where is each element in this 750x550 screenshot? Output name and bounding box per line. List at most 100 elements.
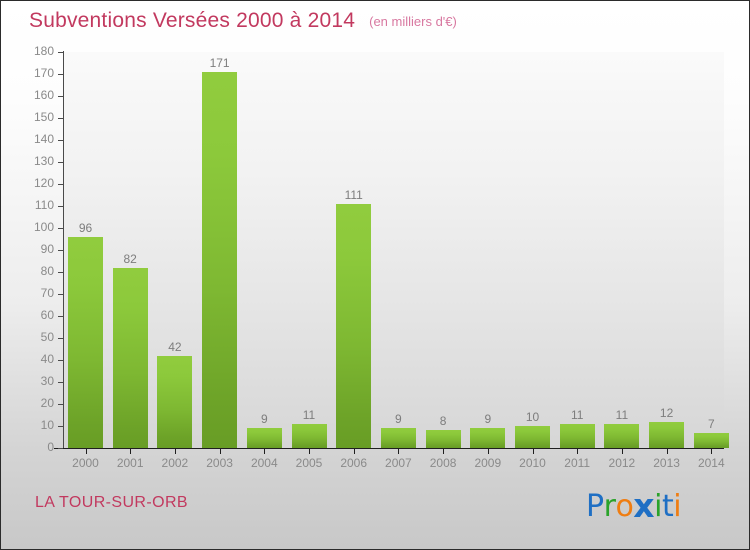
- bar-value-label: 9: [484, 412, 492, 427]
- bar-group: 11: [291, 408, 327, 448]
- bar-group: 7: [693, 417, 729, 448]
- bar-group: 9: [380, 412, 416, 448]
- bar[interactable]: [604, 423, 640, 448]
- bar-group: 9: [246, 412, 282, 448]
- y-axis-tick-label: 0: [47, 440, 54, 454]
- y-axis-tick-mark: [58, 360, 63, 361]
- bar[interactable]: [649, 421, 685, 448]
- x-axis-tick-mark: [443, 449, 445, 454]
- bar-value-label: 11: [615, 407, 629, 422]
- y-axis-tick-label: 90: [40, 242, 54, 256]
- y-axis-tick-label: 60: [40, 308, 54, 322]
- x-axis-tick-mark: [398, 449, 400, 454]
- y-axis-tick-mark: [58, 118, 63, 119]
- chart-plot-wrapper: 180 170 160 150 140 130 120 110 100 90 80 70 60 50 40 3…: [1, 44, 749, 470]
- bar[interactable]: [425, 430, 461, 448]
- x-axis-tick-label: 2000: [72, 456, 99, 470]
- y-axis-tick: 160: [1, 88, 63, 102]
- bar[interactable]: [515, 426, 550, 448]
- bar[interactable]: [336, 203, 372, 448]
- y-axis-tick: 0: [1, 440, 63, 454]
- bar[interactable]: [68, 236, 103, 448]
- bar[interactable]: [291, 423, 327, 448]
- x-axis-tick-label: 2008: [429, 456, 457, 470]
- x-axis-tick-label: 2013: [653, 456, 680, 470]
- y-axis-tick-mark: [58, 294, 63, 295]
- x-axis-tick-mark: [577, 449, 579, 454]
- logo-letter-r: r: [603, 489, 616, 524]
- y-axis-tick-mark: [58, 228, 63, 229]
- x-axis-tick-label: 2004: [250, 456, 278, 470]
- y-axis-tick: 10: [1, 418, 63, 432]
- y-axis-tick: 50: [1, 330, 63, 344]
- logo-letter-o: o: [615, 489, 634, 524]
- y-axis-tick: 150: [1, 110, 63, 124]
- y-axis-tick: 70: [1, 286, 63, 300]
- y-axis-line: [63, 51, 64, 449]
- y-axis-tick-label: 140: [33, 132, 54, 146]
- y-axis-tick: 110: [1, 198, 63, 212]
- bar-value-label: 8: [439, 414, 447, 429]
- bar[interactable]: [559, 423, 595, 448]
- x-axis-tick-label: 2006: [340, 456, 368, 470]
- x-axis-tick-label: 2001: [116, 456, 144, 470]
- y-axis-tick-mark: [58, 316, 63, 317]
- y-axis-tick-mark: [58, 404, 63, 405]
- y-axis-tick-label: 130: [33, 154, 54, 168]
- y-axis-tick: 100: [1, 220, 63, 234]
- x-axis-tick-label: 2009: [474, 456, 502, 470]
- bar[interactable]: [112, 267, 148, 448]
- bar[interactable]: [246, 428, 282, 448]
- bar[interactable]: [470, 428, 506, 448]
- x-axis-tick-label: 2005: [295, 456, 323, 470]
- x-axis-line: [54, 448, 724, 449]
- y-axis-tick: 170: [1, 66, 63, 80]
- x-axis-tick-mark: [532, 449, 534, 454]
- logo-letter-p: P: [586, 489, 604, 524]
- x-axis-tick-label: 2010: [519, 456, 546, 470]
- bar-group: 111: [336, 188, 372, 448]
- bar[interactable]: [157, 355, 193, 448]
- bar[interactable]: [380, 428, 416, 448]
- bar-value-label: 42: [168, 339, 182, 354]
- y-axis-tick: 60: [1, 308, 63, 322]
- y-axis-tick-label: 20: [40, 396, 54, 410]
- y-axis-tick: 30: [1, 374, 63, 388]
- x-axis-tick-mark: [130, 449, 132, 454]
- y-axis-tick: 80: [1, 264, 63, 278]
- x-axis-tick-mark: [666, 449, 668, 454]
- y-axis-tick: 120: [1, 176, 63, 190]
- x-axis-tick-label: 2002: [161, 456, 189, 470]
- bar-group: 171: [202, 56, 238, 448]
- logo-letter-t: t: [661, 489, 674, 524]
- proxiti-logo[interactable]: Proxiti: [586, 488, 682, 524]
- chart-header: Subventions Versées 2000 à 2014 (en mill…: [29, 9, 457, 33]
- x-axis-tick-mark: [219, 449, 221, 454]
- y-axis-tick-label: 30: [40, 374, 54, 388]
- bar-group: 10: [515, 410, 550, 448]
- y-axis-tick-mark: [58, 250, 63, 251]
- bar-value-label: 9: [260, 412, 268, 427]
- x-axis-tick-mark: [85, 449, 87, 454]
- x-axis-tick-label: 2014: [697, 456, 725, 470]
- commune-name: LA TOUR-SUR-ORB: [35, 494, 188, 511]
- y-axis-tick-label: 70: [40, 286, 54, 300]
- y-axis-tick-mark: [58, 338, 63, 339]
- bar-group: 12: [649, 406, 685, 448]
- y-axis-tick-label: 180: [33, 44, 54, 58]
- y-axis-tick-mark: [58, 426, 63, 427]
- bar-value-label: 82: [123, 251, 137, 266]
- bar-value-label: 12: [659, 405, 674, 420]
- bar[interactable]: [202, 71, 238, 448]
- y-axis-tick-mark: [58, 206, 63, 207]
- bar-value-label: 111: [344, 187, 363, 202]
- y-axis-tick-mark: [58, 272, 63, 273]
- bar-value-label: 11: [302, 407, 316, 422]
- chart-subtitle: (en milliers d'€): [369, 14, 457, 29]
- page-title: Subventions Versées 2000 à 2014: [29, 9, 356, 32]
- bar-group: 9: [470, 412, 506, 448]
- bar-group: 42: [157, 340, 193, 448]
- x-axis-tick-label: 2012: [608, 456, 636, 470]
- bar[interactable]: [693, 432, 729, 448]
